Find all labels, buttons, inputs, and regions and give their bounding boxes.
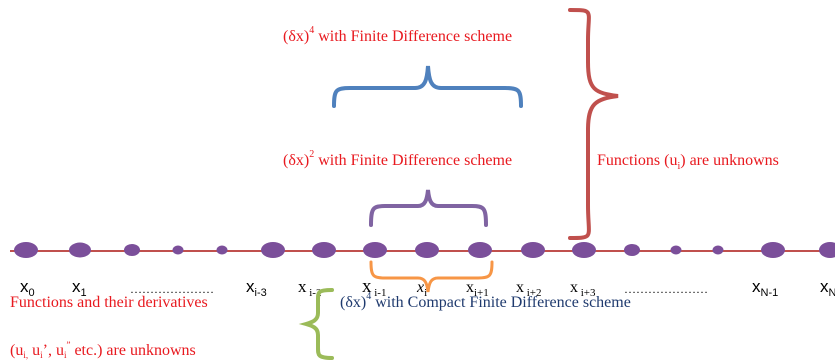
red-bracket — [568, 8, 619, 240]
orange-brace — [369, 260, 494, 293]
node-x1 — [69, 242, 91, 258]
grid-nodes — [14, 242, 835, 258]
node-small — [670, 245, 682, 255]
node-x0 — [14, 242, 38, 258]
grid-label-xi-3: xi-3 — [246, 277, 267, 299]
node-xN — [819, 242, 835, 258]
derivatives-label-line1: Functions and their derivatives — [10, 294, 208, 311]
node-xi-1 — [363, 242, 387, 258]
node-small — [216, 245, 228, 255]
grid-label-x1: x1 — [72, 277, 87, 299]
grid-label-x0: x0 — [20, 277, 35, 299]
node-small — [172, 245, 184, 255]
node-xN-1 — [761, 242, 785, 258]
grid-label-xi+1: xi+1 — [466, 279, 489, 299]
node-xi-3 — [261, 242, 285, 258]
compact-scheme-label: (δx)4 with Compact Finite Difference sch… — [340, 291, 631, 311]
node-xi+2 — [521, 242, 545, 258]
node-xi — [415, 242, 439, 258]
node-xi+1 — [468, 242, 492, 258]
grid-label-xN-1: xN-1 — [752, 277, 778, 299]
derivatives-label-line2: (ui, ui’, ui” etc.) are unknowns — [10, 340, 196, 360]
grid-label-xi+3: x i+3 — [570, 279, 596, 299]
functions-unknown-label: Functions (ui) are unknowns — [597, 152, 779, 172]
grid-labels: x0 x1 ………………… xi-3 x i-2 x i-1 xi xi+1 x… — [20, 276, 835, 299]
top-scheme-label: (δx)4 with Finite Difference scheme — [283, 25, 512, 45]
node-small — [624, 244, 640, 256]
node-small — [124, 244, 140, 256]
grid-label-xi+2: x i+2 — [516, 279, 542, 299]
node-xi+3 — [572, 242, 596, 258]
grid-label-xi-1: x i-1 — [362, 276, 386, 299]
mid-scheme-label: (δx)2 with Finite Difference scheme — [283, 149, 512, 169]
grid-label-dots-left: ………………… — [130, 282, 214, 296]
green-bracket — [298, 288, 334, 360]
purple-brace — [369, 189, 488, 227]
grid-label-dots-right: ………………… — [624, 282, 708, 296]
node-small — [712, 245, 724, 255]
blue-brace — [332, 65, 523, 108]
node-xi-2 — [312, 242, 336, 258]
grid-label-xi: xi — [416, 279, 427, 299]
grid-label-xN: xN — [820, 277, 835, 299]
